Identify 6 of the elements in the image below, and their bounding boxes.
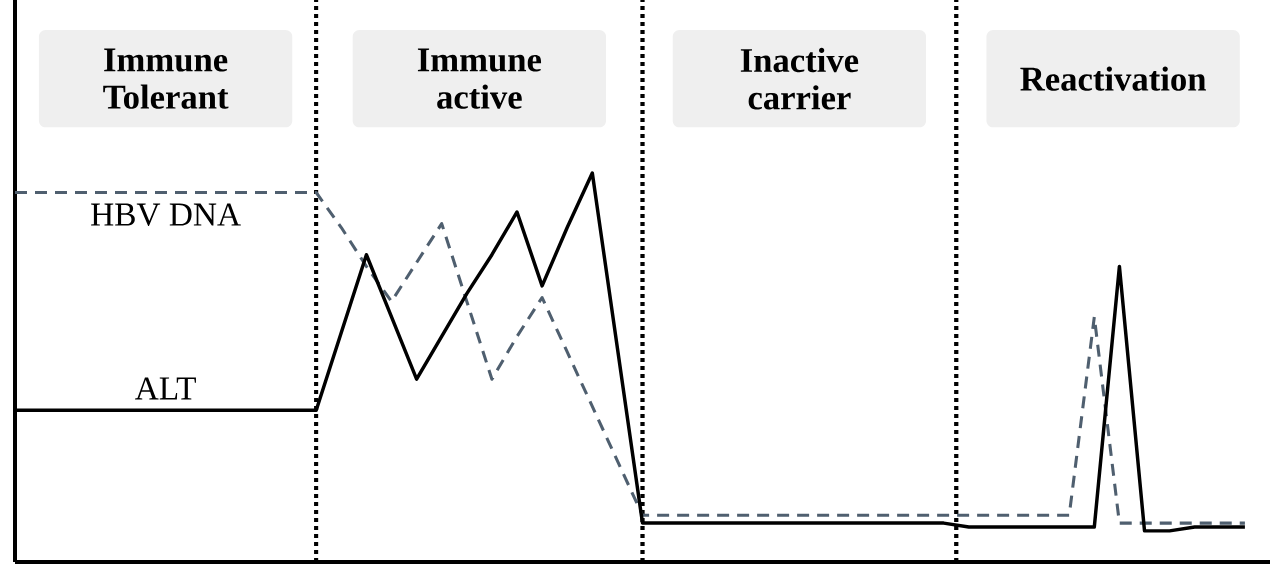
text: Immune active <box>417 48 542 109</box>
text: Immune Tolerant <box>103 48 229 109</box>
series-label: HBV DNA <box>91 203 241 226</box>
series-label: ALT <box>135 377 196 400</box>
text: Reactivation <box>1020 66 1207 91</box>
text: Inactive carrier <box>740 47 859 110</box>
